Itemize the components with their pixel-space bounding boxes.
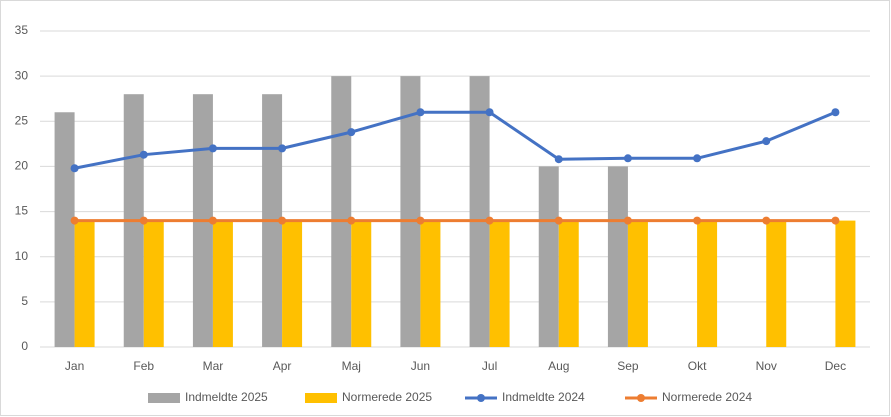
bar [469, 76, 490, 348]
legend-marker [637, 394, 645, 402]
line-marker [278, 216, 287, 225]
bar [331, 76, 352, 348]
y-tick-label: 0 [21, 339, 28, 353]
legend-label: Indmeldte 2025 [185, 390, 268, 404]
y-tick-label: 15 [15, 204, 29, 218]
line-marker [485, 108, 494, 117]
bar [400, 76, 421, 348]
x-tick-label: Aug [548, 359, 569, 373]
line-marker [623, 216, 632, 225]
legend-label: Normerede 2025 [342, 390, 432, 404]
x-tick-label: Nov [756, 359, 777, 373]
legend-label: Normerede 2024 [662, 390, 752, 404]
y-tick-label: 10 [15, 249, 29, 263]
bar [54, 112, 75, 347]
line-marker [208, 144, 217, 153]
bar [420, 220, 441, 347]
x-tick-label: Mar [203, 359, 224, 373]
line-marker [208, 216, 217, 225]
x-tick-label: Dec [825, 359, 846, 373]
y-tick-label: 5 [21, 294, 28, 308]
x-tick-label: Apr [273, 359, 292, 373]
legend-marker [477, 394, 485, 402]
x-tick-label: Sep [617, 359, 639, 373]
line-marker [554, 155, 563, 164]
line-marker [831, 108, 840, 117]
line-marker [762, 216, 771, 225]
legend-swatch [148, 393, 180, 403]
line-marker [139, 216, 148, 225]
x-tick-label: Jul [482, 359, 497, 373]
y-tick-label: 25 [15, 113, 29, 127]
line-marker [693, 216, 702, 225]
bar [212, 220, 233, 347]
line-marker [554, 216, 563, 225]
line-marker [623, 154, 632, 163]
bar [538, 166, 559, 347]
x-tick-label: Feb [133, 359, 154, 373]
line-marker [347, 128, 356, 137]
bar [558, 220, 579, 347]
line [74, 110, 836, 170]
line-marker [762, 137, 771, 146]
line-marker [347, 216, 356, 225]
bar [835, 220, 856, 347]
x-tick-label: Okt [688, 359, 707, 373]
line-marker [831, 216, 840, 225]
legend-label: Indmeldte 2024 [502, 390, 585, 404]
line-marker [70, 164, 79, 173]
line-marker [416, 216, 425, 225]
y-tick-label: 35 [15, 23, 29, 37]
line-marker [693, 154, 702, 163]
legend-swatch [305, 393, 337, 403]
line-marker [485, 216, 494, 225]
bar [489, 220, 510, 347]
y-tick-label: 30 [15, 68, 29, 82]
x-tick-label: Jan [65, 359, 84, 373]
y-tick-label: 20 [15, 159, 29, 173]
bar [766, 220, 787, 347]
bar [351, 220, 372, 347]
bar [607, 166, 628, 347]
bar [143, 220, 164, 347]
bar [627, 220, 648, 347]
line-marker [416, 108, 425, 117]
x-tick-label: Jun [411, 359, 430, 373]
x-tick-label: Maj [342, 359, 361, 373]
bar [74, 220, 95, 347]
line-marker [70, 216, 79, 225]
bar [282, 220, 303, 347]
line-marker [139, 150, 148, 159]
line-marker [278, 144, 287, 153]
bar [697, 220, 718, 347]
